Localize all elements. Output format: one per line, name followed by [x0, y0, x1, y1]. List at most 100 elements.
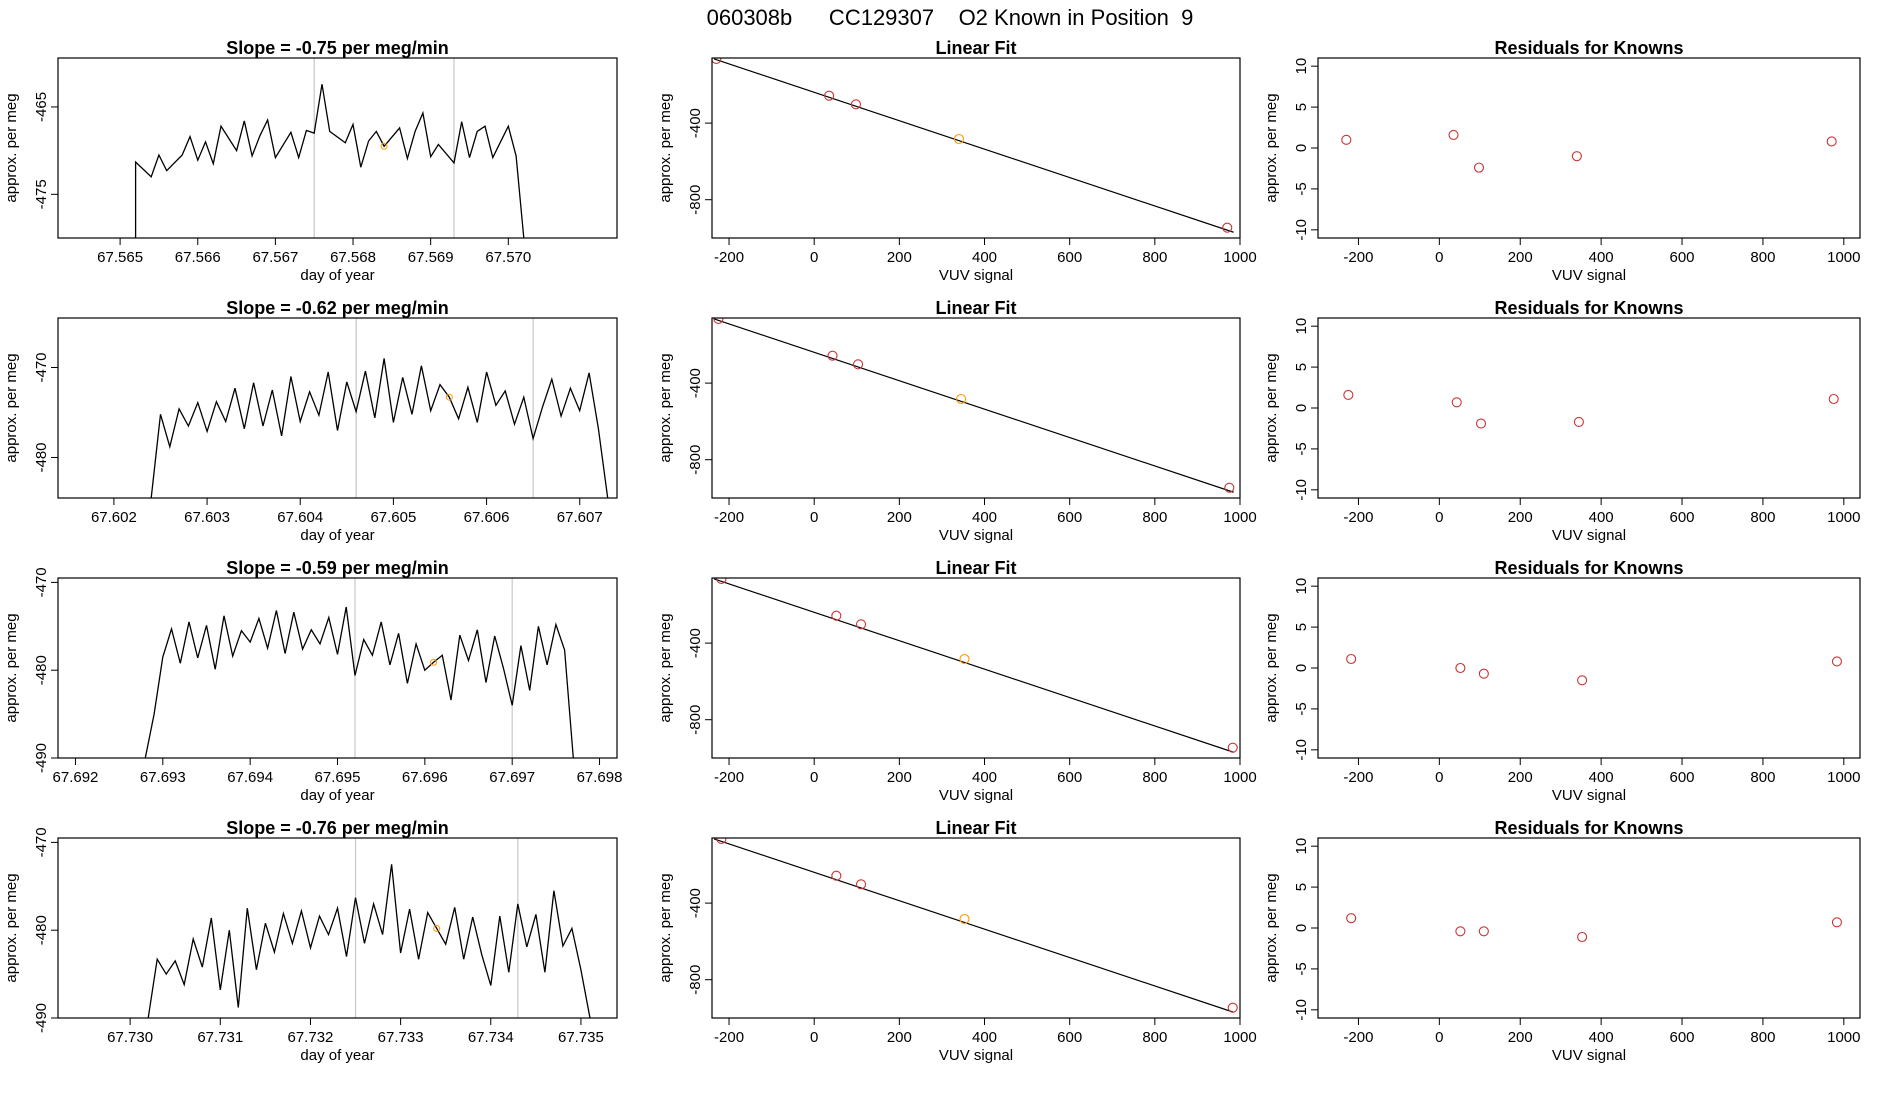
- plot-frame: [1317, 577, 1861, 759]
- y-tick-label: -5: [1293, 702, 1310, 715]
- panel-1-2: -200 0 200 400 600 800 1000 -800 -400 Linear Fit V…: [657, 38, 1257, 284]
- y-tick-label: 10: [1293, 58, 1310, 75]
- x-tick-label: 0: [1435, 769, 1443, 786]
- x-tick-label: 67.568: [330, 249, 376, 266]
- x-axis-label: VUV signal: [1552, 527, 1626, 544]
- data-marks: [1343, 389, 1839, 429]
- residual-point: [1455, 926, 1466, 937]
- known-point: [824, 90, 835, 101]
- plot-frame: [1317, 837, 1861, 1019]
- y-tick-label: 5: [1293, 623, 1310, 631]
- x-tick-label: 67.731: [197, 1029, 243, 1046]
- x-tick-label: 0: [810, 249, 818, 266]
- y-tick-label: -480: [33, 655, 50, 685]
- y-tick-label: -400: [687, 108, 704, 138]
- residual-point: [1573, 416, 1584, 427]
- panel-title: Linear Fit: [935, 38, 1016, 58]
- data-marks: [712, 58, 1234, 233]
- data-marks: [713, 578, 1238, 753]
- x-tick-label: -200: [714, 509, 744, 526]
- y-tick-label: 5: [1293, 363, 1310, 371]
- residual-point: [1451, 397, 1462, 408]
- x-tick-label: 67.569: [408, 249, 454, 266]
- x-tick-label: 800: [1750, 769, 1775, 786]
- x-tick-label: -200: [714, 1029, 744, 1046]
- sample-point: [956, 393, 967, 405]
- x-tick-label: 400: [972, 249, 997, 266]
- data-marks: [144, 578, 574, 758]
- panel-title: Residuals for Knowns: [1494, 818, 1683, 838]
- sample-point: [959, 913, 970, 925]
- y-tick-label: 0: [1293, 924, 1310, 932]
- time-series-line: [147, 864, 591, 1018]
- y-axis-label: approx. per meg: [657, 613, 674, 722]
- known-point: [713, 318, 724, 325]
- x-tick-label: 200: [887, 1029, 912, 1046]
- data-marks: [147, 838, 591, 1018]
- data-marks: [713, 838, 1238, 1013]
- x-tick-label: 67.733: [378, 1029, 424, 1046]
- y-tick-label: 0: [1293, 404, 1310, 412]
- y-tick-label: -480: [33, 442, 50, 472]
- panel-1-3: -200 0 200 400 600 800 1000 -10 -5 0 5 10 Residuals …: [1263, 38, 1861, 284]
- panel-title: Residuals for Knowns: [1494, 298, 1683, 318]
- y-tick-label: -400: [687, 888, 704, 918]
- x-tick-label: 67.735: [558, 1029, 604, 1046]
- x-tick-label: 1000: [1827, 769, 1860, 786]
- x-tick-label: 67.697: [489, 769, 535, 786]
- x-tick-label: 1000: [1827, 509, 1860, 526]
- x-tick-label: -200: [1343, 249, 1373, 266]
- x-tick-label: 600: [1057, 249, 1082, 266]
- x-tick-label: 400: [972, 509, 997, 526]
- y-axis-label: approx. per meg: [1263, 873, 1280, 982]
- x-tick-label: 400: [1589, 1029, 1614, 1046]
- residual-point: [1473, 162, 1485, 173]
- time-series-line: [150, 358, 609, 498]
- x-axis-label: VUV signal: [939, 527, 1013, 544]
- panel-title: Linear Fit: [935, 558, 1016, 578]
- y-axis-label: approx. per meg: [1263, 353, 1280, 462]
- data-marks: [1346, 913, 1842, 943]
- x-tick-label: 800: [1750, 509, 1775, 526]
- plot-frame: [711, 837, 1241, 1019]
- residual-point: [1577, 931, 1588, 943]
- x-tick-label: 1000: [1223, 769, 1256, 786]
- x-tick-label: 600: [1670, 249, 1695, 266]
- x-tick-label: 600: [1057, 509, 1082, 526]
- x-axis-label: VUV signal: [939, 1047, 1013, 1064]
- plot-frame: [1317, 57, 1861, 239]
- panel-4-1: 67.730 67.731 67.732 67.733 67.734 67.735 -490…: [3, 818, 618, 1064]
- figure-title: 060308b CC129307 O2 Known in Position 9: [707, 5, 1194, 30]
- panel-title: Linear Fit: [935, 298, 1016, 318]
- panel-title: Residuals for Knowns: [1494, 38, 1683, 58]
- known-point: [716, 578, 727, 585]
- fit-line: [713, 838, 1234, 1013]
- x-tick-label: 67.606: [464, 509, 510, 526]
- y-tick-label: -400: [687, 628, 704, 658]
- x-tick-label: 67.696: [402, 769, 448, 786]
- panel-3-2: -200 0 200 400 600 800 1000 -800 -400 Linear Fit V…: [657, 558, 1257, 804]
- y-tick-label: -470: [33, 567, 50, 597]
- y-tick-label: -480: [33, 915, 50, 945]
- fit-line: [713, 318, 1234, 493]
- x-tick-label: 800: [1142, 769, 1167, 786]
- y-tick-label: -5: [1293, 962, 1310, 975]
- y-tick-label: -800: [687, 965, 704, 995]
- panel-title: Residuals for Knowns: [1494, 558, 1683, 578]
- x-tick-label: 200: [887, 509, 912, 526]
- x-tick-label: 0: [810, 769, 818, 786]
- y-tick-label: 0: [1293, 664, 1310, 672]
- x-tick-label: 800: [1142, 1029, 1167, 1046]
- sample-point: [953, 133, 965, 145]
- data-marks: [134, 58, 525, 238]
- data-marks: [1346, 653, 1842, 686]
- x-tick-label: 67.604: [277, 509, 323, 526]
- sample-point: [959, 653, 970, 665]
- residual-point: [1571, 151, 1582, 162]
- x-tick-label: -200: [1343, 769, 1373, 786]
- x-tick-label: 600: [1670, 769, 1695, 786]
- y-tick-label: -400: [687, 368, 704, 398]
- residual-point: [1341, 134, 1352, 145]
- sample-point: [445, 393, 453, 401]
- y-tick-label: -10: [1293, 739, 1310, 761]
